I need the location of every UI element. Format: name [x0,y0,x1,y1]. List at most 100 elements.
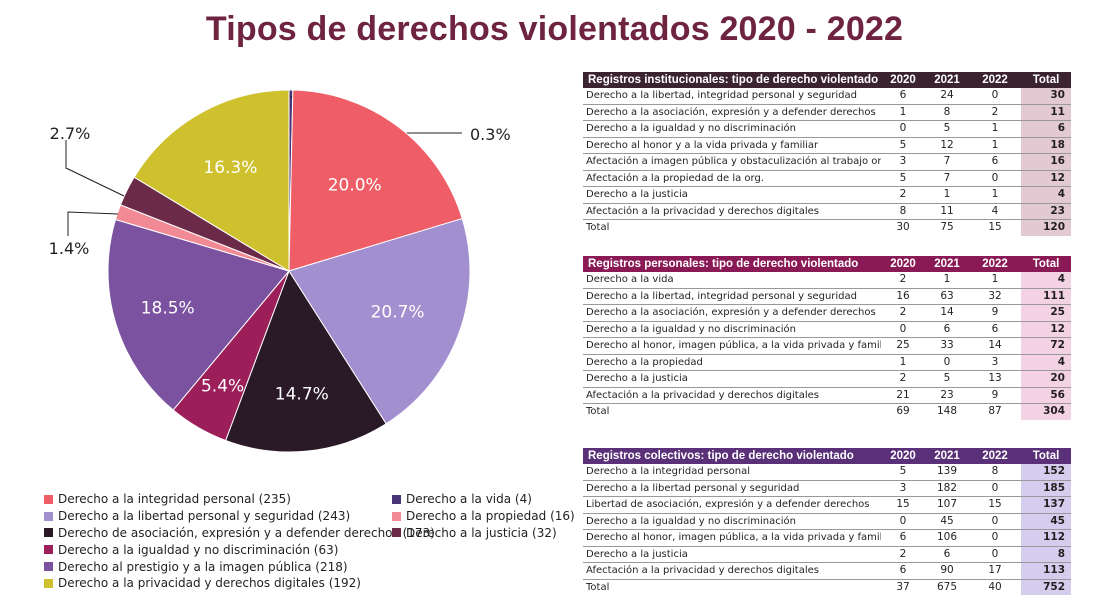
column-header: 2021 [925,448,969,464]
slice-label-vida: 0.3% [470,125,511,144]
header-row: Registros institucionales: tipo de derec… [583,72,1071,88]
cell-total: 25 [1021,304,1071,322]
cell-2020: 3 [881,480,925,497]
legend-label: Derecho a la igualdad y no discriminació… [58,542,339,557]
column-header: 2020 [881,448,925,464]
pie-slice-privacidad [133,89,290,272]
cell-2022: 0 [969,513,1021,530]
row-label: Derecho a la asociación, expresión y a d… [583,304,881,322]
row-label: Afectación a la privacidad y derechos di… [583,387,881,404]
cell-2022: 1 [969,186,1021,204]
cell-2020: 6 [881,562,925,580]
table-row: Derecho a la asociación, expresión y a d… [583,104,1071,121]
cell-2022: 4 [969,203,1021,220]
table-header: Registros colectivos: tipo de derecho vi… [583,448,1071,464]
cell-2020: 1 [881,354,925,371]
table-body: Derecho a la integridad personal 5 139 8 152… [583,464,1071,595]
cell-2020: 15 [881,496,925,514]
table-row: Derecho al honor, imagen pública, a la v… [583,337,1071,355]
legend-label: Derecho a la vida (4) [406,492,532,507]
cell-2021: 0 [925,354,969,371]
legend-swatch [44,494,53,504]
row-label: Derecho a la justicia [583,370,881,388]
cell-2022: 3 [969,354,1021,371]
table-row: Afectación a la privacidad y derechos di… [583,387,1071,404]
legend-swatch [392,528,401,538]
table-header: Registros personales: tipo de derecho vi… [583,256,1071,272]
table-row: Derecho a la igualdad y no discriminació… [583,321,1071,338]
pie-slice-libertad [288,217,471,425]
cell-total: 304 [1021,403,1071,420]
cell-2020: 0 [881,120,925,138]
cell-2021: 11 [925,203,969,220]
legend-item-privacidad: Derecho a la privacidad y derechos digit… [44,575,435,592]
cell-2021: 6 [925,546,969,563]
row-label: Derecho a la igualdad y no discriminació… [583,321,881,338]
legend-swatch [44,578,53,588]
cell-total: 152 [1021,464,1071,481]
cell-2022: 13 [969,370,1021,388]
cell-2021: 5 [925,120,969,138]
row-label: Derecho a la igualdad y no discriminació… [583,120,881,138]
cell-2020: 69 [896,405,910,418]
cell-2020: 5 [881,137,925,154]
cell-2022: 40 [988,580,1002,593]
cell-total: 56 [1021,387,1071,404]
cell-2022: 0 [969,170,1021,187]
table-row: Derecho al honor y a la vida privada y f… [583,137,1071,154]
row-label: Afectación a imagen pública y obstaculiz… [583,153,881,171]
column-header: 2021 [925,256,969,272]
cell-total: 23 [1021,203,1071,220]
cell-2020: 2 [881,186,925,204]
legend-item-libertad: Derecho a la libertad personal y segurid… [44,508,435,525]
cell-2022: 9 [969,387,1021,404]
cell-total: 12 [1021,321,1071,338]
row-label: Derecho a la libertad, integridad person… [583,288,881,305]
slice-label-libertad: 20.7% [371,302,425,322]
pie-slice-integridad [288,89,463,272]
leader-line-justicia [65,140,125,197]
legend-label: Derecho de asociación, expresión y a def… [58,525,435,540]
row-label: Derecho a la asociación, expresión y a d… [583,104,881,121]
legend-item-asociacion: Derecho de asociación, expresión y a def… [44,525,435,542]
cell-2022: 0 [969,529,1021,547]
legend-label: Derecho a la libertad personal y segurid… [58,509,351,524]
legend-item-vida: Derecho a la vida (4) [392,491,575,508]
slice-label-justicia: 2.7% [50,124,91,143]
cell-2020: 1 [881,104,925,121]
column-header: 2020 [881,72,925,88]
table-row: Afectación a imagen pública y obstaculiz… [583,153,1071,171]
leader-line-propiedad [67,211,119,236]
cell-2020: 16 [881,288,925,305]
table-body: Derecho a la vida 2 1 1 4 Derecho a la libert… [583,272,1071,420]
cell-2022: 1 [969,137,1021,154]
table-title: Registros personales: tipo de derecho vi… [583,256,881,272]
cell-2020: 3 [881,153,925,171]
table-body: Derecho a la libertad, integridad person… [583,88,1071,236]
cell-2021: 14 [925,304,969,322]
cell-2021: 6 [925,321,969,338]
row-label: Derecho al honor, imagen pública, a la v… [583,529,881,547]
cell-2021: 45 [925,513,969,530]
cell-2022: 8 [969,464,1021,481]
cell-total: 185 [1021,480,1071,497]
cell-2020: 2 [881,304,925,322]
legend-label: Derecho al prestigio y a la imagen públi… [58,559,348,574]
row-label: Total [586,222,610,234]
header-row: Registros colectivos: tipo de derecho vi… [583,448,1071,464]
cell-total: 16 [1021,153,1071,171]
table-colectivos: Registros colectivos: tipo de derecho vi… [583,448,1071,595]
cell-2022: 15 [969,496,1021,514]
cell-2021: 5 [925,370,969,388]
row-label: Derecho a la vida [583,272,881,289]
cell-2020: 21 [881,387,925,404]
cell-total: 4 [1021,186,1071,204]
table-row: Libertad de asociación, expresión y a de… [583,496,1071,514]
cell-2021: 12 [925,137,969,154]
cell-2021: 1 [925,272,969,289]
cell-2021: 106 [925,529,969,547]
cell-2022: 6 [969,153,1021,171]
cell-2022: 6 [969,321,1021,338]
row-label: Derecho al honor y a la vida privada y f… [583,137,881,154]
header-row: Registros personales: tipo de derecho vi… [583,256,1071,272]
